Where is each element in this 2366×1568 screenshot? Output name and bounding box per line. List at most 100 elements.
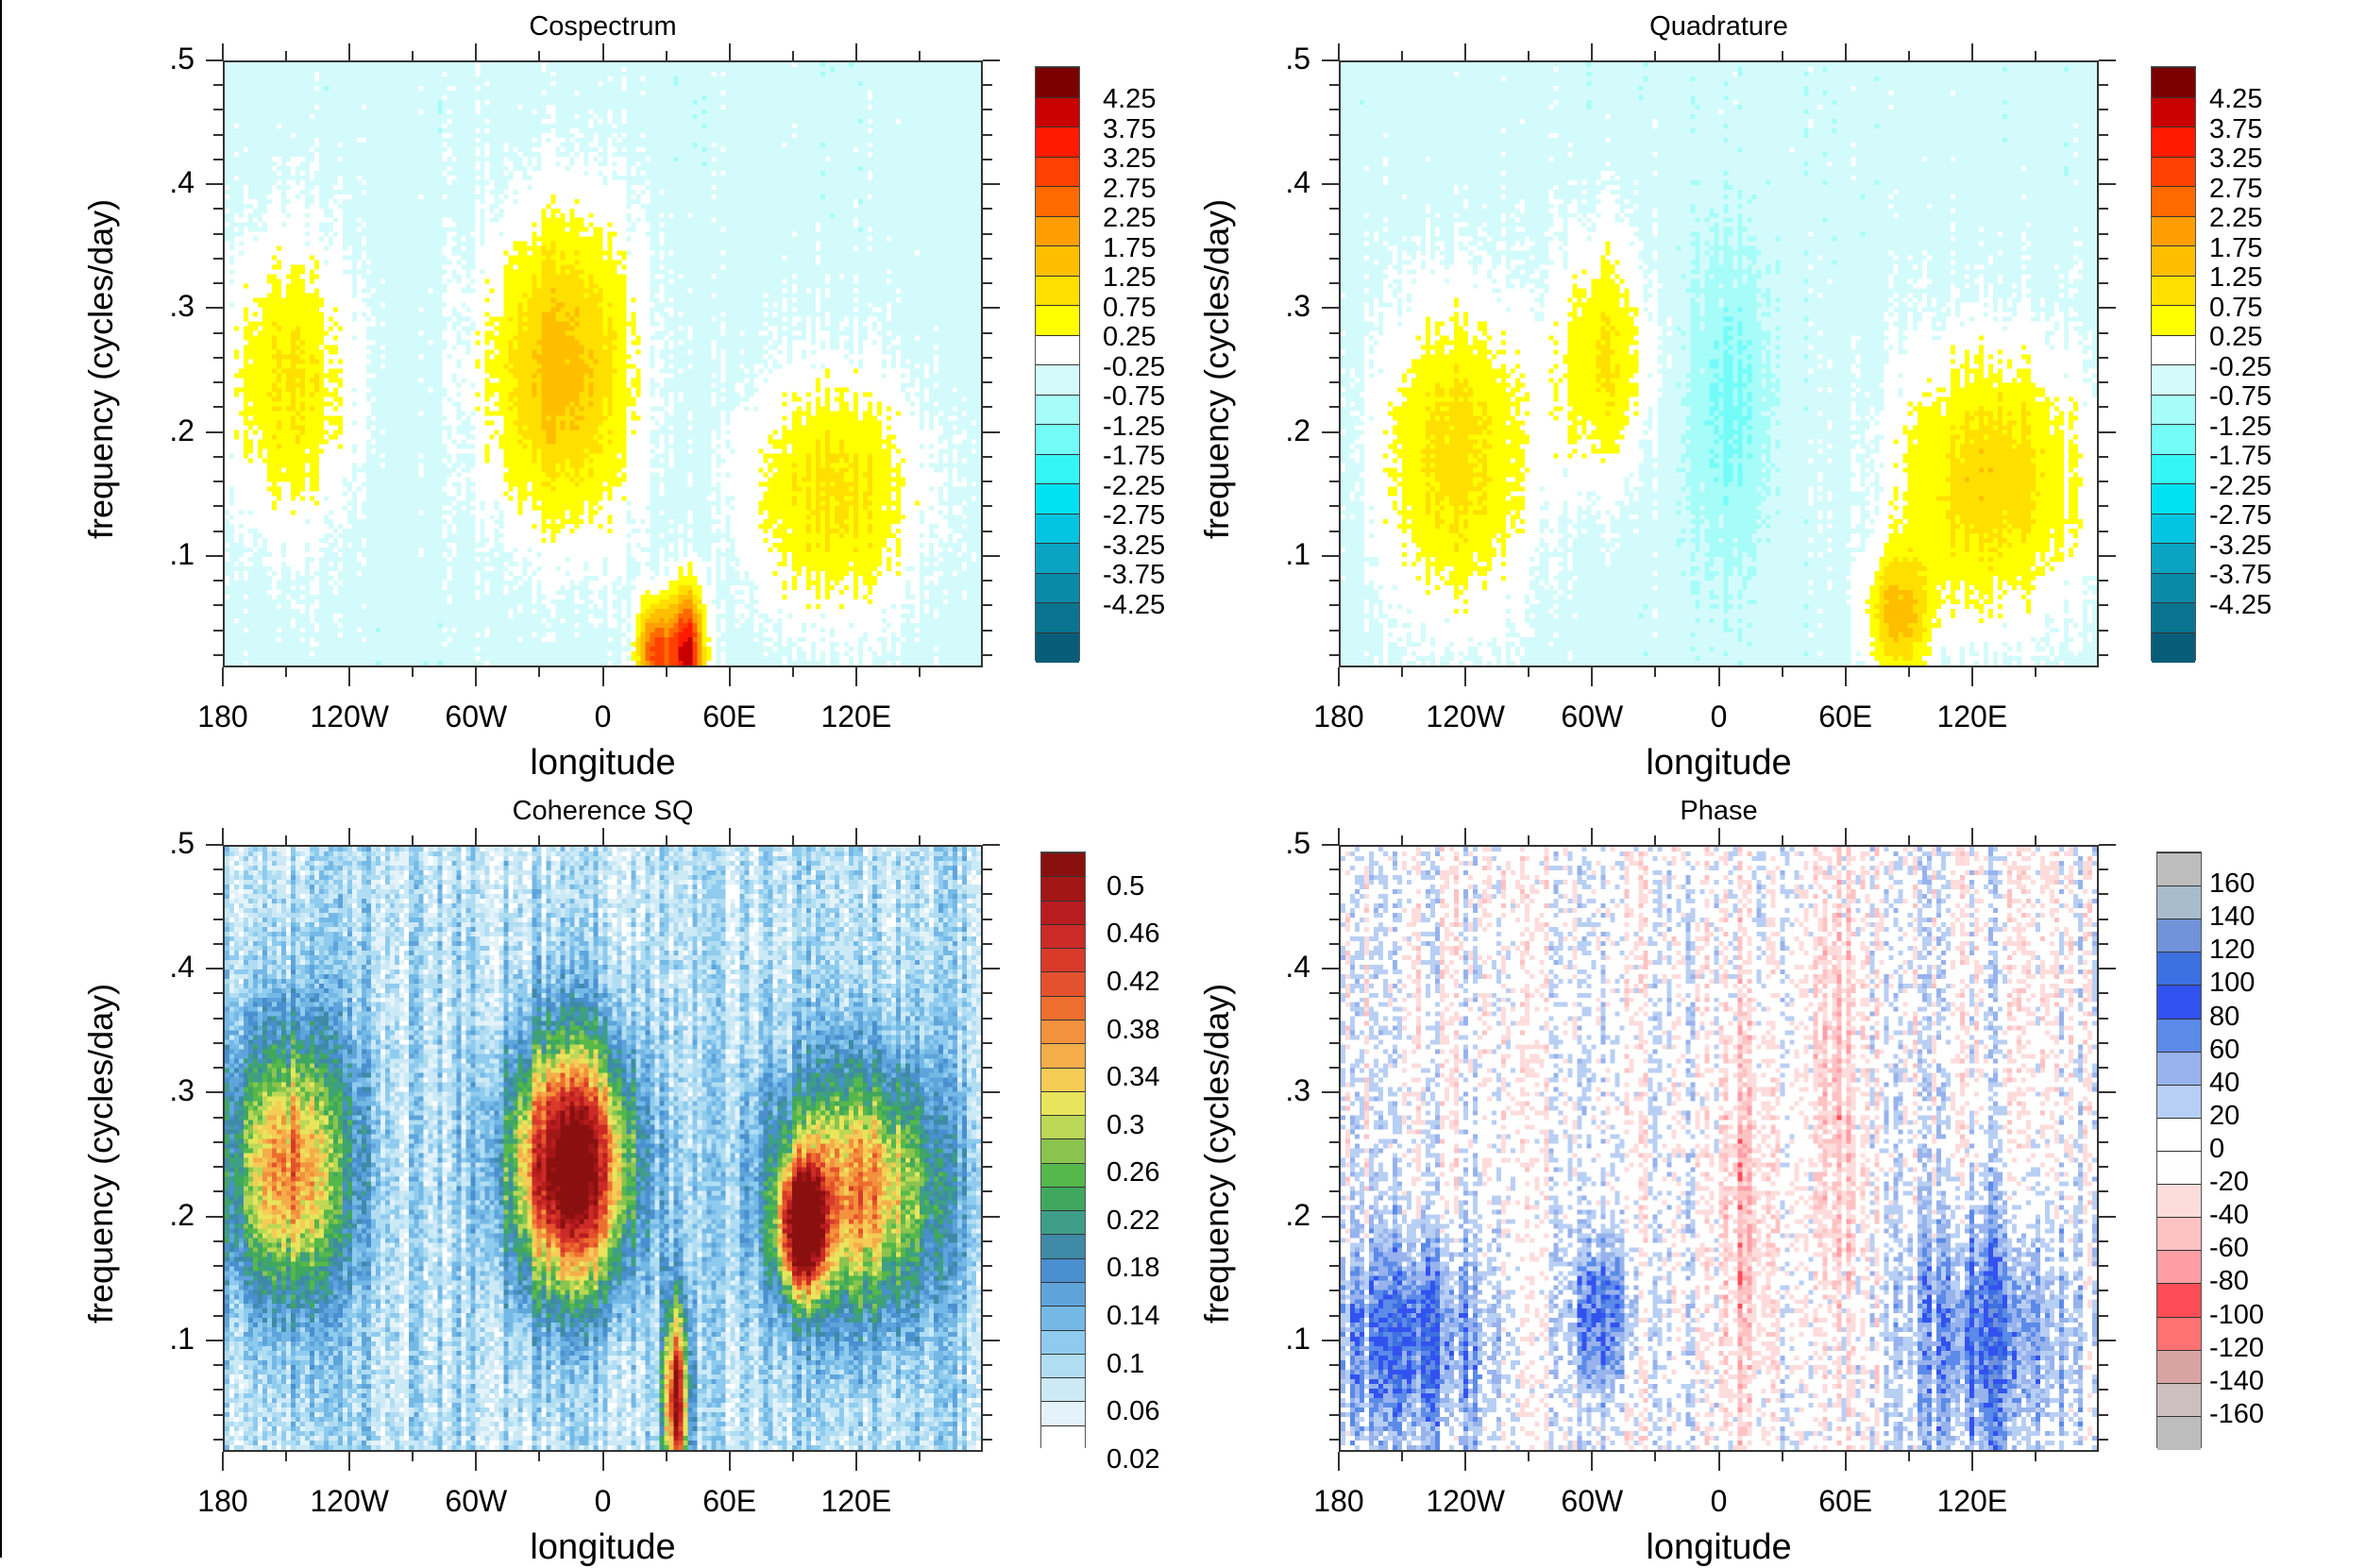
x-tick-mark — [854, 667, 857, 686]
x-tick-mark-top — [348, 828, 351, 845]
colorbar — [1035, 66, 1080, 663]
x-tick-mark-top — [854, 43, 857, 60]
colorbar-label: 1.25 — [1103, 262, 1157, 294]
y-tick-label: .3 — [1285, 1073, 1310, 1108]
x-minor-tick — [538, 1452, 541, 1461]
colorbar-label: 0.02 — [1107, 1443, 1160, 1475]
x-minor-tick-top — [538, 51, 541, 60]
heatmap-plot-area — [1339, 60, 2099, 667]
x-tick-label: 120W — [1426, 1484, 1505, 1518]
y-minor-tick — [1329, 1413, 1339, 1416]
colorbar-swatch — [1041, 900, 1085, 925]
colorbar-label: -1.75 — [2209, 441, 2273, 472]
x-minor-tick-top — [412, 51, 414, 60]
colorbar-label: 2.75 — [1103, 173, 1157, 204]
heatmap-canvas — [225, 847, 981, 1450]
x-tick-mark-top — [475, 828, 478, 845]
x-tick-label: 60E — [1818, 700, 1873, 733]
x-minor-tick-top — [665, 835, 668, 845]
y-minor-tick — [213, 208, 223, 211]
x-minor-tick — [665, 667, 668, 677]
y-minor-tick-right — [983, 381, 992, 384]
x-tick-label: 120E — [1936, 1484, 2008, 1518]
y-axis-title: frequency (cycles/day) — [1197, 198, 1236, 539]
y-minor-tick — [1329, 505, 1339, 508]
colorbar-label: 0.06 — [1107, 1396, 1160, 1427]
y-minor-tick-right — [983, 1140, 992, 1143]
y-minor-tick — [1329, 481, 1339, 483]
y-tick-mark — [206, 1091, 223, 1094]
colorbar-swatch — [1041, 1090, 1085, 1117]
x-tick-mark-top — [1717, 828, 1720, 845]
x-tick-mark — [222, 667, 224, 686]
y-minor-tick — [213, 1438, 223, 1441]
colorbar-swatch — [1041, 971, 1085, 997]
colorbar-label: 0.22 — [1107, 1205, 1160, 1236]
y-minor-tick-right — [983, 653, 992, 656]
colorbar-label: -60 — [2209, 1233, 2249, 1264]
colorbar-swatch — [1041, 1401, 1085, 1426]
y-tick-mark — [206, 844, 223, 846]
heatmap-plot-area — [1339, 845, 2099, 1452]
colorbar-swatch — [2157, 919, 2201, 953]
x-minor-tick — [538, 667, 541, 677]
chart-title: Cospectrum — [529, 11, 677, 42]
colorbar-swatch — [1041, 1138, 1085, 1164]
colorbar-label: 3.75 — [1103, 113, 1157, 144]
colorbar-label: -3.25 — [2209, 530, 2273, 561]
colorbar-swatch — [1036, 67, 1079, 98]
y-tick-label: .5 — [169, 42, 194, 76]
colorbar-swatch — [2152, 543, 2195, 574]
colorbar-swatch — [2152, 96, 2195, 127]
colorbar-label: 80 — [2209, 1001, 2240, 1032]
colorbar-label: 20 — [2209, 1100, 2240, 1131]
y-tick-mark-right — [983, 183, 1000, 186]
colorbar — [2156, 851, 2202, 1450]
colorbar-label: -40 — [2209, 1200, 2249, 1231]
colorbar-label: 100 — [2209, 968, 2256, 999]
y-tick-mark-right — [983, 59, 1000, 61]
colorbar-label: 0.75 — [1103, 292, 1157, 323]
x-tick-label: 60E — [702, 700, 757, 733]
colorbar-swatch — [2157, 1084, 2201, 1119]
x-tick-mark-top — [1970, 828, 1973, 845]
x-tick-label: 60W — [1561, 1484, 1624, 1518]
colorbar-swatch — [1041, 948, 1085, 973]
y-tick-label: .2 — [1285, 413, 1310, 447]
colorbar-swatch — [2157, 1349, 2201, 1384]
x-minor-tick-top — [285, 835, 288, 845]
colorbar-label: 2.75 — [2209, 173, 2263, 204]
x-minor-tick — [412, 667, 414, 677]
y-minor-tick-right — [983, 505, 992, 508]
x-tick-mark-top — [1717, 43, 1720, 60]
colorbar-swatch — [2152, 364, 2195, 396]
y-minor-tick-right — [983, 1389, 992, 1391]
y-minor-tick — [213, 133, 223, 136]
colorbar-swatch — [2157, 985, 2201, 1020]
colorbar-swatch — [1041, 1210, 1085, 1236]
y-tick-label: .4 — [169, 950, 194, 985]
x-tick-mark-top — [1338, 828, 1340, 845]
colorbar-label: 0.14 — [1107, 1300, 1160, 1331]
x-minor-tick-top — [1781, 51, 1783, 60]
y-minor-tick — [213, 868, 223, 871]
y-minor-tick-right — [2099, 992, 2108, 995]
colorbar-label: 0.3 — [1107, 1109, 1145, 1140]
colorbar-label: 0.1 — [1107, 1348, 1145, 1379]
y-minor-tick-right — [2099, 1389, 2108, 1391]
y-minor-tick — [213, 158, 223, 160]
colorbar-swatch — [2152, 572, 2195, 603]
x-tick-mark — [1338, 667, 1340, 686]
y-minor-tick — [213, 481, 223, 483]
y-minor-tick — [1329, 282, 1339, 285]
colorbar-swatch — [1041, 1425, 1085, 1450]
x-tick-mark — [601, 667, 604, 686]
colorbar-label: 0 — [2209, 1134, 2225, 1164]
y-axis-title: frequency (cycles/day) — [81, 198, 120, 539]
y-minor-tick-right — [2099, 1438, 2108, 1441]
y-minor-tick — [1329, 1116, 1339, 1119]
colorbar-swatch — [2152, 156, 2195, 187]
chart-title: Quadrature — [1649, 11, 1788, 42]
colorbar-label: -0.25 — [1103, 351, 1166, 382]
y-minor-tick — [1329, 158, 1339, 160]
